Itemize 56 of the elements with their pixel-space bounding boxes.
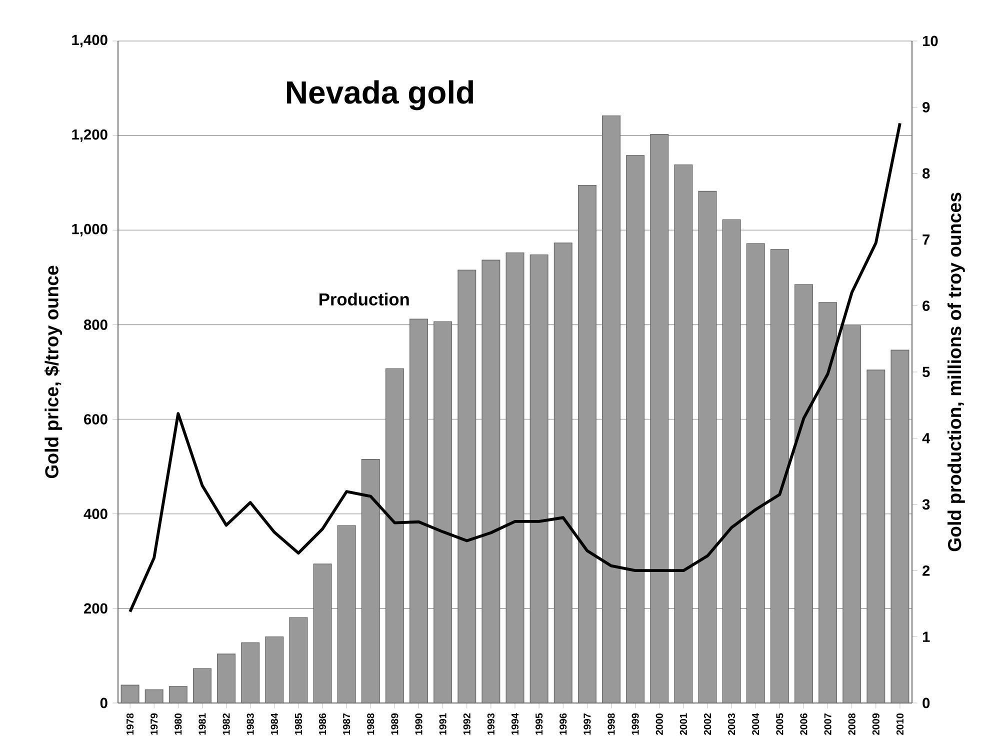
- x-tick-label: 1985: [294, 713, 302, 735]
- y-axis-title: Gold price, $/troy ounce: [44, 266, 62, 478]
- x-tick-label: 1996: [560, 713, 567, 735]
- x-tick-label: 1982: [222, 713, 230, 735]
- annotation: Production: [320, 292, 409, 306]
- x-tick-label: 1990: [415, 713, 422, 735]
- x-tick-label: 1984: [270, 713, 278, 735]
- y-tick-label: 600: [84, 414, 108, 424]
- y2-tick-label: 4: [922, 433, 930, 444]
- x-tick-label: 1989: [391, 713, 398, 735]
- x-tick-label: 1993: [487, 713, 494, 735]
- x-tick-label: 1987: [343, 713, 350, 735]
- text: Nevada gold: [287, 80, 474, 110]
- y2-tick-label: 8: [922, 168, 930, 179]
- x-tick-label: 2004: [752, 713, 760, 735]
- y2-tick-label: 5: [922, 366, 930, 378]
- x-tick-label: 2009: [872, 713, 880, 735]
- y-tick-label: 200: [84, 603, 108, 614]
- x-tick-label: 1986: [318, 713, 326, 735]
- y-tick-label: 1,200: [72, 129, 108, 142]
- x-tick-label: 2010: [896, 713, 904, 735]
- y2-tick-label: 10: [922, 36, 938, 46]
- y2-tick-label: 7: [922, 234, 930, 245]
- x-tick-label: 2000: [656, 713, 663, 735]
- x-tick-label: 1979: [150, 713, 158, 735]
- y-tick-label: 800: [84, 320, 108, 330]
- x-tick-label: 1995: [536, 713, 543, 735]
- x-tick-label: 1980: [174, 713, 182, 735]
- x-tick-label: 2002: [704, 713, 712, 735]
- y2-tick-label: 0: [922, 698, 930, 708]
- x-tick-label: 1997: [584, 713, 591, 735]
- y-tick-label: 400: [84, 508, 108, 520]
- x-tick-label: 2006: [800, 713, 808, 735]
- x-tick-label: 2008: [848, 713, 856, 735]
- x-tick-label: 1988: [367, 713, 374, 735]
- y-tick-label: 0: [100, 698, 108, 708]
- x-tick-label: 1983: [246, 713, 254, 735]
- x-tick-label: 1992: [463, 713, 470, 735]
- x-tick-label: 2007: [824, 713, 832, 735]
- x-tick-label: 1991: [439, 713, 446, 735]
- y2-tick-label: 2: [922, 565, 930, 576]
- y-tick-label: 1,400: [72, 34, 108, 48]
- y2-tick-label: 6: [922, 300, 930, 311]
- x-tick-label: 2001: [680, 713, 687, 735]
- x-tick-label: 2003: [728, 713, 736, 735]
- y-tick-label: 1,000: [72, 224, 108, 236]
- y2-axis-title: Gold production, millions of troy ounces: [948, 192, 965, 552]
- x-tick-label: 1999: [632, 713, 639, 735]
- y2-tick-label: 1: [922, 632, 930, 642]
- y2-tick-label: 3: [922, 499, 930, 510]
- x-tick-label: 1994: [511, 713, 519, 735]
- x-tick-label: 1998: [608, 713, 615, 735]
- x-tick-label: 1981: [198, 713, 206, 735]
- x-tick-label: 2005: [776, 713, 784, 735]
- y2-tick-label: 9: [922, 102, 930, 112]
- x-tick-label: 1978: [126, 713, 134, 735]
